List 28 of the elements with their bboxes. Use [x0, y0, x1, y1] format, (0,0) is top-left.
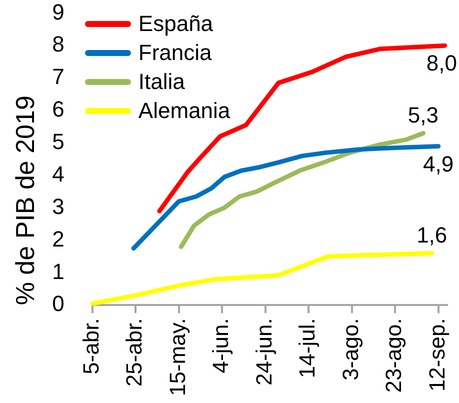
y-tick-label: 6: [52, 96, 64, 122]
y-tick-label: 5: [52, 129, 64, 154]
x-tick-label: 25-abr.: [122, 318, 147, 387]
data-label: 8,0: [426, 50, 458, 76]
legend-label: Alemania: [138, 98, 230, 124]
y-tick-label: 3: [52, 194, 64, 219]
y-tick-label: 2: [52, 226, 64, 252]
x-tick-label: 14-jul.: [294, 318, 320, 378]
y-tick-label: 8: [52, 32, 64, 57]
y-tick-label: 1: [52, 258, 64, 284]
legend-label: Francia: [138, 40, 212, 66]
x-tick-label: 3-ago.: [338, 318, 363, 381]
x-tick-label: 24-jun.: [251, 318, 276, 386]
y-tick-label: 0: [52, 291, 64, 316]
x-tick-label: 4-jun.: [208, 318, 234, 374]
x-tick-label: 23-ago.: [381, 318, 406, 393]
y-axis-title: % de PIB de 2019: [10, 96, 40, 306]
y-tick-label: 4: [52, 161, 64, 186]
data-label: 5,3: [408, 102, 439, 128]
data-label: 4,9: [423, 151, 454, 176]
y-tick-label: 7: [52, 64, 64, 90]
y-tick-label: 9: [52, 0, 64, 24]
legend-label: Italia: [138, 68, 185, 95]
x-tick-label: 15-may.: [164, 318, 190, 396]
legend-label: España: [138, 10, 214, 37]
x-tick-label: 5-abr.: [78, 318, 104, 374]
x-tick-label: 12-sep.: [424, 318, 450, 392]
data-label: 1,6: [416, 222, 448, 248]
